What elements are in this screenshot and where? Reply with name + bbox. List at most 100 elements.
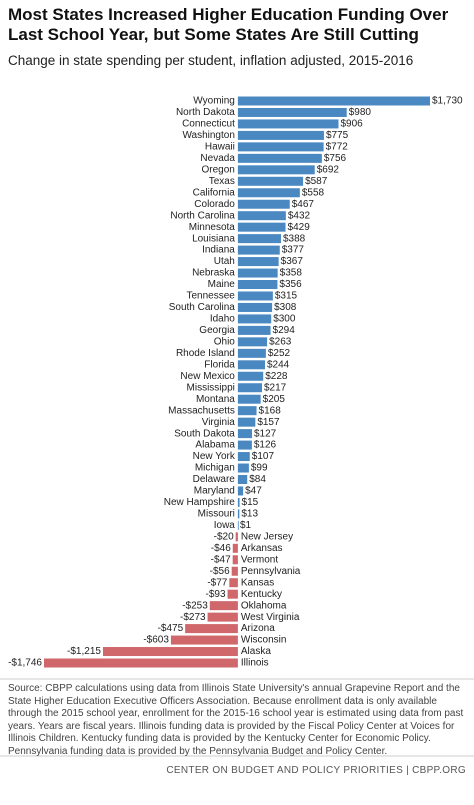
bar [237,280,278,290]
bar [237,142,324,152]
value-label: -$56 [210,566,230,577]
value-label: $358 [280,268,303,279]
category-label: Iowa [214,520,236,531]
bar [232,543,238,553]
bar [235,532,238,542]
category-label: Pennsylvania [241,566,301,577]
value-label: $217 [264,382,287,393]
value-label: $13 [241,509,258,520]
category-label: Wyoming [193,96,235,107]
value-label: -$603 [143,635,169,646]
chart-title: Most States Increased Higher Education F… [8,5,449,44]
category-label: Missouri [198,509,235,520]
bar [102,647,238,657]
bar [237,348,266,358]
category-label: Delaware [193,474,236,485]
category-label: Maine [208,279,236,290]
category-label: Washington [182,130,234,141]
category-label: Virginia [202,417,236,428]
bar [237,371,264,381]
value-label: $168 [259,405,282,416]
bar [237,474,248,484]
value-label: $756 [324,153,347,164]
category-label: North Carolina [170,210,235,221]
value-label: -$77 [207,577,227,588]
bar [237,383,262,393]
bar [237,440,252,450]
category-label: Kentucky [241,589,282,600]
value-label: $980 [349,107,372,118]
value-label: $467 [292,199,315,210]
category-label: Alabama [195,440,235,451]
bar [237,119,339,129]
category-label: Nebraska [192,268,235,279]
value-label: $47 [245,486,262,497]
bar [237,130,324,140]
category-label: Tennessee [187,291,236,302]
value-label: $252 [268,348,291,359]
value-label: $1,730 [432,96,463,107]
value-label: $228 [265,371,288,382]
bar [237,211,286,221]
value-label: $587 [305,176,328,187]
bar [237,360,265,370]
category-label: Hawaii [205,142,235,153]
bar [237,291,273,301]
value-label: -$93 [206,589,226,600]
category-label: New York [193,451,236,462]
category-label: Louisiana [192,233,235,244]
value-label: $126 [254,440,277,451]
value-label: $308 [274,302,297,313]
value-label: -$273 [180,612,206,623]
value-label: $205 [263,394,286,405]
category-label: Kansas [241,577,274,588]
value-label: $157 [257,417,280,428]
value-label: $367 [281,256,304,267]
bar [237,107,347,117]
value-label: $377 [282,245,305,256]
bar [237,314,272,324]
category-label: Mississippi [187,382,235,393]
category-label: Wisconsin [241,635,287,646]
source-note: Source: CBPP calculations using data fro… [8,683,464,757]
bar [237,394,261,404]
value-label: $1 [240,520,252,531]
category-label: Michigan [195,463,235,474]
value-label: -$475 [158,623,184,634]
value-label: $244 [267,359,290,370]
bar [237,486,244,496]
category-label: Utah [214,256,235,267]
category-label: South Carolina [169,302,236,313]
category-label: Texas [209,176,235,187]
bar [237,176,304,186]
category-label: Illinois [241,658,269,669]
value-label: -$1,746 [8,658,42,669]
bar [237,302,273,312]
value-label: $84 [249,474,266,485]
bar [237,153,322,163]
value-label: $429 [288,222,311,233]
footer: CENTER ON BUDGET AND POLICY PRIORITIES |… [166,765,466,776]
category-label: Minnesota [189,222,236,233]
bar [237,509,240,519]
value-label: -$253 [182,600,208,611]
value-label: $99 [251,463,268,474]
bar [237,188,300,198]
category-label: Idaho [210,314,235,325]
bar [232,555,238,565]
bar [237,257,279,267]
bar [185,624,238,634]
category-label: North Dakota [176,107,235,118]
chart-subtitle: Change in state spending per student, in… [8,53,414,68]
category-label: Rhode Island [176,348,235,359]
bar [237,268,278,278]
bar [229,578,238,588]
value-label: $15 [242,497,259,508]
bar [237,463,249,473]
category-label: New Hampshire [164,497,236,508]
value-label: $692 [317,164,340,175]
value-label: $127 [254,428,277,439]
bar [237,245,280,255]
